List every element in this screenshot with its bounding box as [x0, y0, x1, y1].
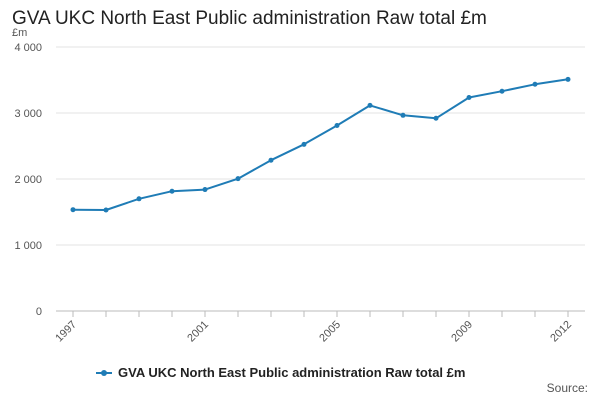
data-point[interactable]	[433, 115, 439, 121]
x-tick-label: 2001	[185, 319, 211, 345]
legend[interactable]: GVA UKC North East Public administration…	[96, 365, 465, 380]
x-tick-label: 2005	[317, 319, 343, 345]
data-point[interactable]	[532, 81, 538, 87]
y-tick-label: 4 000	[14, 42, 42, 54]
data-point[interactable]	[400, 112, 406, 118]
data-point[interactable]	[565, 76, 571, 82]
data-point[interactable]	[136, 196, 142, 202]
x-tick-label: 2009	[449, 319, 475, 345]
y-tick-label: 2 000	[14, 174, 42, 186]
y-tick-label: 0	[36, 306, 42, 318]
data-point[interactable]	[301, 141, 307, 147]
data-point[interactable]	[499, 88, 505, 94]
legend-swatch-icon	[96, 367, 112, 379]
data-point[interactable]	[334, 123, 340, 129]
y-axis-unit-label: £m	[12, 27, 28, 39]
data-point[interactable]	[367, 102, 373, 108]
series-layer	[70, 76, 571, 213]
x-tick-label: 2012	[548, 319, 574, 345]
data-point[interactable]	[169, 188, 175, 194]
chart-title: GVA UKC North East Public administration…	[12, 8, 487, 29]
data-point[interactable]	[70, 207, 76, 213]
series-line-0	[72, 78, 569, 211]
data-point[interactable]	[202, 187, 208, 193]
data-point[interactable]	[268, 157, 274, 163]
data-point[interactable]	[103, 207, 109, 213]
axes: 0 1 000 2 000 3 000 4 000 1997 2001 2005 2009 201…	[14, 42, 574, 344]
data-point[interactable]	[235, 176, 241, 182]
y-tick-label: 3 000	[14, 108, 42, 120]
x-tick-label: 1997	[53, 319, 79, 345]
data-point[interactable]	[466, 94, 472, 100]
legend-label: GVA UKC North East Public administration…	[118, 365, 466, 380]
y-tick-label: 1 000	[14, 240, 42, 252]
gridlines	[56, 46, 585, 312]
source-label: Source:	[546, 381, 588, 395]
